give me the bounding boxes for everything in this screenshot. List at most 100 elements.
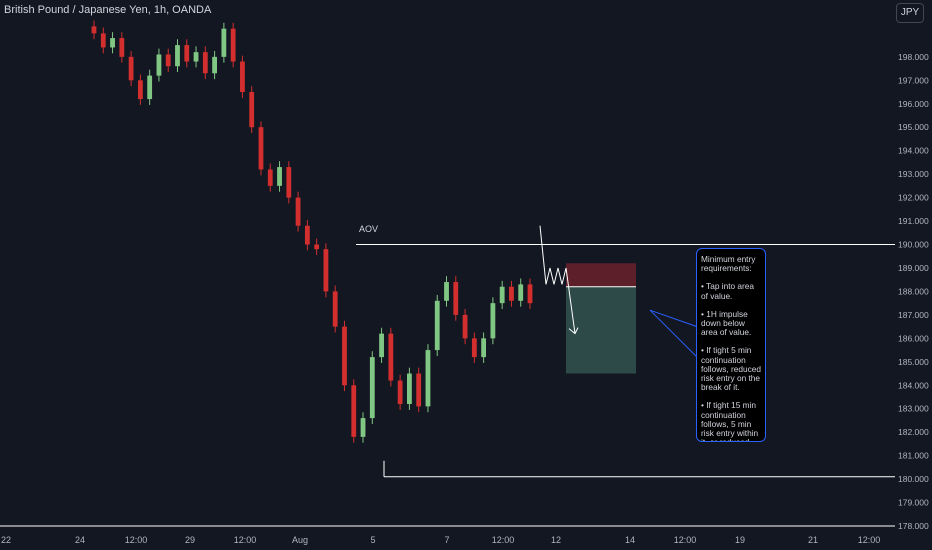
- candle-body: [453, 282, 459, 315]
- candle-body: [286, 167, 292, 198]
- time-tick-label: 12:00: [674, 535, 697, 545]
- candle-body: [212, 56, 217, 74]
- candle-body: [416, 373, 422, 407]
- candle-body: [100, 33, 106, 48]
- candle-body: [499, 286, 505, 304]
- time-tick-label: 7: [444, 535, 449, 545]
- candle-body: [277, 167, 282, 186]
- price-tick-label: 195.000: [898, 122, 929, 132]
- candle-body: [295, 197, 301, 226]
- candle-body: [128, 56, 134, 81]
- time-axis: 22 24 12:00 29 12:00 Aug 5 7 12:00 12 14 12:00 19 21 1…: [1, 535, 880, 545]
- candle-body: [360, 418, 366, 437]
- time-tick-label: 12:00: [858, 535, 881, 545]
- price-tick-label: 184.000: [898, 380, 929, 390]
- time-tick-label: 12: [551, 535, 561, 545]
- time-tick-label: 12:00: [492, 535, 515, 545]
- time-tick-label: 24: [75, 535, 85, 545]
- candle-body: [351, 385, 357, 437]
- candle-body: [240, 61, 245, 93]
- price-tick-label: 180.000: [898, 474, 929, 484]
- candle-body: [471, 338, 477, 358]
- currency-button[interactable]: JPY: [896, 3, 924, 23]
- candle-body: [147, 75, 153, 100]
- candle-body: [249, 92, 255, 128]
- price-tick-label: 179.000: [898, 498, 929, 508]
- price-tick-label: 191.000: [898, 216, 929, 226]
- candle-body: [175, 45, 180, 67]
- candle-body: [407, 373, 412, 405]
- price-tick-label: 187.000: [898, 310, 929, 320]
- candle-body: [490, 303, 496, 339]
- note-pointer: [649, 309, 698, 359]
- target-zone: [566, 286, 636, 374]
- candle-body: [221, 28, 227, 57]
- levels-layer: [356, 244, 895, 478]
- price-tick-label: 178.000: [898, 521, 929, 531]
- candle-body: [156, 54, 162, 76]
- candle-body: [202, 52, 208, 74]
- candle-body: [462, 314, 468, 339]
- time-tick-label: 12:00: [125, 535, 148, 545]
- candle-body: [91, 26, 97, 34]
- candle-body: [119, 38, 125, 57]
- price-tick-label: 183.000: [898, 404, 929, 414]
- candle-body: [304, 225, 310, 245]
- price-tick-label: 182.000: [898, 427, 929, 437]
- price-tick-label: 198.000: [898, 52, 929, 62]
- candle-body: [193, 52, 199, 62]
- candle-body: [110, 38, 115, 48]
- price-tick-label: 190.000: [898, 240, 929, 250]
- time-tick-label: 22: [1, 535, 11, 545]
- candle-body: [379, 333, 384, 358]
- trade-note: Minimum entry requirements: • Tap into a…: [696, 248, 766, 442]
- price-tick-label: 181.000: [898, 451, 929, 461]
- candle-body: [165, 54, 171, 67]
- price-tick-label: 185.000: [898, 357, 929, 367]
- note-line: Minimum entry requirements:: [701, 254, 756, 274]
- candle-body: [444, 282, 449, 301]
- candle-body: [425, 350, 431, 407]
- candle-body: [481, 338, 487, 358]
- projection-path: [539, 225, 576, 334]
- price-tick-label: 189.000: [898, 263, 929, 273]
- candle-body: [369, 357, 375, 419]
- price-tick-label: 193.000: [898, 169, 929, 179]
- candle-body: [267, 169, 273, 186]
- time-tick-label: 14: [625, 535, 635, 545]
- note-line: • Tap into area of value.: [701, 281, 755, 301]
- note-line: • If tight 5 min continuation follows, r…: [701, 345, 761, 393]
- candle-body: [230, 28, 236, 62]
- candle-body: [323, 249, 329, 292]
- candle-body: [332, 291, 338, 327]
- time-tick-label: Aug: [292, 535, 308, 545]
- note-line: • If tight 15 min continuation follows, …: [701, 400, 759, 441]
- candle-body: [388, 333, 394, 381]
- aov-label: AOV: [359, 224, 378, 234]
- candle-body: [527, 284, 533, 304]
- stop-zone: [566, 263, 636, 287]
- note-line: • 1H impulse down below area of value.: [701, 308, 752, 338]
- candle-body: [184, 45, 190, 62]
- symbol-title: British Pound / Japanese Yen, 1h, OANDA: [4, 4, 212, 16]
- candle-body: [518, 284, 524, 301]
- candles-layer: [91, 20, 533, 443]
- time-tick-label: 5: [370, 535, 375, 545]
- time-tick-label: 21: [808, 535, 818, 545]
- candle-body: [314, 244, 320, 250]
- price-tick-label: 194.000: [898, 146, 929, 156]
- time-tick-label: 19: [735, 535, 745, 545]
- price-axis: 198.000 197.000 196.000 195.000 194.000 193.0…: [0, 52, 929, 531]
- candle-body: [258, 127, 264, 170]
- price-tick-label: 188.000: [898, 286, 929, 296]
- price-tick-label: 192.000: [898, 193, 929, 203]
- price-tick-label: 197.000: [898, 75, 929, 85]
- projection-arrowhead: [568, 327, 579, 335]
- position-layer: [566, 263, 636, 374]
- candle-body: [342, 326, 347, 386]
- candle-body: [434, 300, 440, 351]
- time-tick-label: 29: [185, 535, 195, 545]
- candle-body: [509, 286, 514, 301]
- price-tick-label: 186.000: [898, 333, 929, 343]
